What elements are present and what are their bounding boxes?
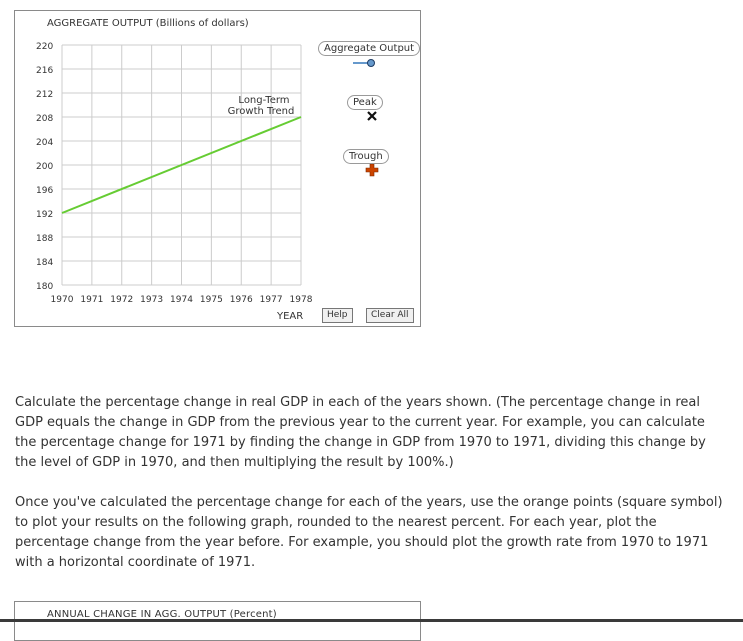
trend-label-line2: Growth Trend bbox=[228, 106, 295, 117]
x-axis-ticks: 1970 1971 1972 1973 1974 1975 1976 1977 1978 bbox=[51, 295, 313, 305]
y-tick-label: 208 bbox=[36, 114, 53, 124]
y-tick-label: 212 bbox=[36, 90, 53, 100]
y-tick-label: 200 bbox=[36, 162, 53, 172]
instruction-paragraph-1: Calculate the percentage change in real … bbox=[15, 395, 706, 470]
bottom-divider bbox=[0, 619, 743, 622]
annual-change-chart-title: ANNUAL CHANGE IN AGG. OUTPUT (Percent) bbox=[47, 609, 277, 620]
x-tick-label: 1977 bbox=[260, 295, 283, 305]
y-tick-label: 216 bbox=[36, 66, 53, 76]
x-tick-label: 1978 bbox=[290, 295, 313, 305]
x-tick-label: 1971 bbox=[80, 295, 103, 305]
clear-all-button[interactable]: Clear All bbox=[366, 308, 414, 323]
aggregate-output-chart[interactable]: AGGREGATE OUTPUT (Billions of dollars) 2… bbox=[15, 11, 422, 328]
x-tick-label: 1976 bbox=[230, 295, 253, 305]
y-tick-label: 220 bbox=[36, 42, 53, 52]
long-term-growth-trend-line bbox=[61, 116, 302, 214]
x-tick-label: 1970 bbox=[51, 295, 74, 305]
chart-series bbox=[61, 116, 302, 214]
x-tick-label: 1975 bbox=[200, 295, 223, 305]
y-tick-label: 196 bbox=[36, 186, 53, 196]
trend-label-line1: Long-Term bbox=[238, 95, 289, 106]
peak-legend-label[interactable]: Peak bbox=[347, 95, 383, 110]
x-tick-label: 1973 bbox=[140, 295, 163, 305]
aggregate-output-legend-label[interactable]: Aggregate Output bbox=[318, 41, 421, 56]
y-tick-label: 184 bbox=[36, 258, 53, 268]
help-button[interactable]: Help bbox=[322, 308, 353, 323]
y-axis-ticks: 220 216 212 208 204 200 196 192 188 184 180 bbox=[36, 42, 53, 292]
x-axis-label: YEAR bbox=[276, 311, 303, 322]
x-tick-label: 1974 bbox=[170, 295, 193, 305]
y-tick-label: 180 bbox=[36, 282, 53, 292]
chart-grid bbox=[61, 44, 302, 286]
y-tick-label: 192 bbox=[36, 210, 53, 220]
aggregate-output-graph-panel: AGGREGATE OUTPUT (Billions of dollars) 2… bbox=[14, 10, 421, 327]
trough-legend-label[interactable]: Trough bbox=[343, 149, 389, 164]
trough-tool-icon[interactable] bbox=[365, 163, 379, 177]
y-tick-label: 188 bbox=[36, 234, 53, 244]
y-tick-label: 204 bbox=[36, 138, 53, 148]
peak-tool-icon[interactable] bbox=[367, 111, 377, 121]
chart-title: AGGREGATE OUTPUT (Billions of dollars) bbox=[47, 18, 249, 29]
aggregate-output-tool-icon[interactable] bbox=[353, 59, 375, 67]
instruction-paragraph-2: Once you've calculated the percentage ch… bbox=[15, 495, 723, 570]
x-tick-label: 1972 bbox=[110, 295, 133, 305]
